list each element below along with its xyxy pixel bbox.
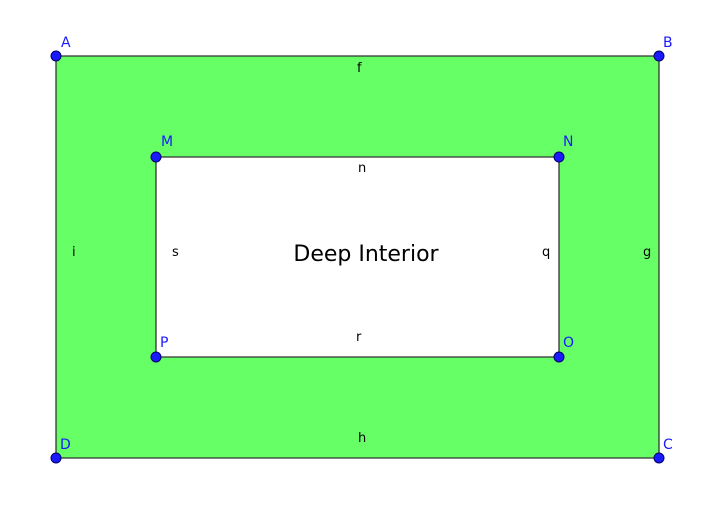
- segment-label-r: r: [356, 330, 362, 345]
- segment-label-f: f: [357, 61, 362, 76]
- segment-label-s: s: [172, 245, 179, 260]
- point-D[interactable]: [50, 452, 62, 464]
- point-A[interactable]: [50, 50, 62, 62]
- point-B[interactable]: [653, 50, 665, 62]
- point-label-D: D: [60, 437, 71, 453]
- point-C[interactable]: [653, 452, 665, 464]
- segment-label-i: i: [72, 245, 76, 260]
- segment-label-q: q: [542, 245, 550, 260]
- region-title: Deep Interior: [293, 242, 439, 267]
- point-label-A: A: [61, 35, 71, 51]
- point-label-C: C: [663, 437, 673, 453]
- point-N[interactable]: [553, 151, 565, 163]
- segment-label-h: h: [358, 431, 366, 446]
- point-label-N: N: [563, 134, 573, 150]
- point-label-M: M: [161, 134, 173, 150]
- point-P[interactable]: [150, 351, 162, 363]
- point-O[interactable]: [553, 351, 565, 363]
- point-label-O: O: [563, 335, 574, 351]
- segment-label-g: g: [643, 245, 651, 260]
- point-M[interactable]: [150, 151, 162, 163]
- point-label-P: P: [160, 335, 168, 351]
- point-label-B: B: [663, 35, 673, 51]
- segment-label-n: n: [358, 161, 366, 176]
